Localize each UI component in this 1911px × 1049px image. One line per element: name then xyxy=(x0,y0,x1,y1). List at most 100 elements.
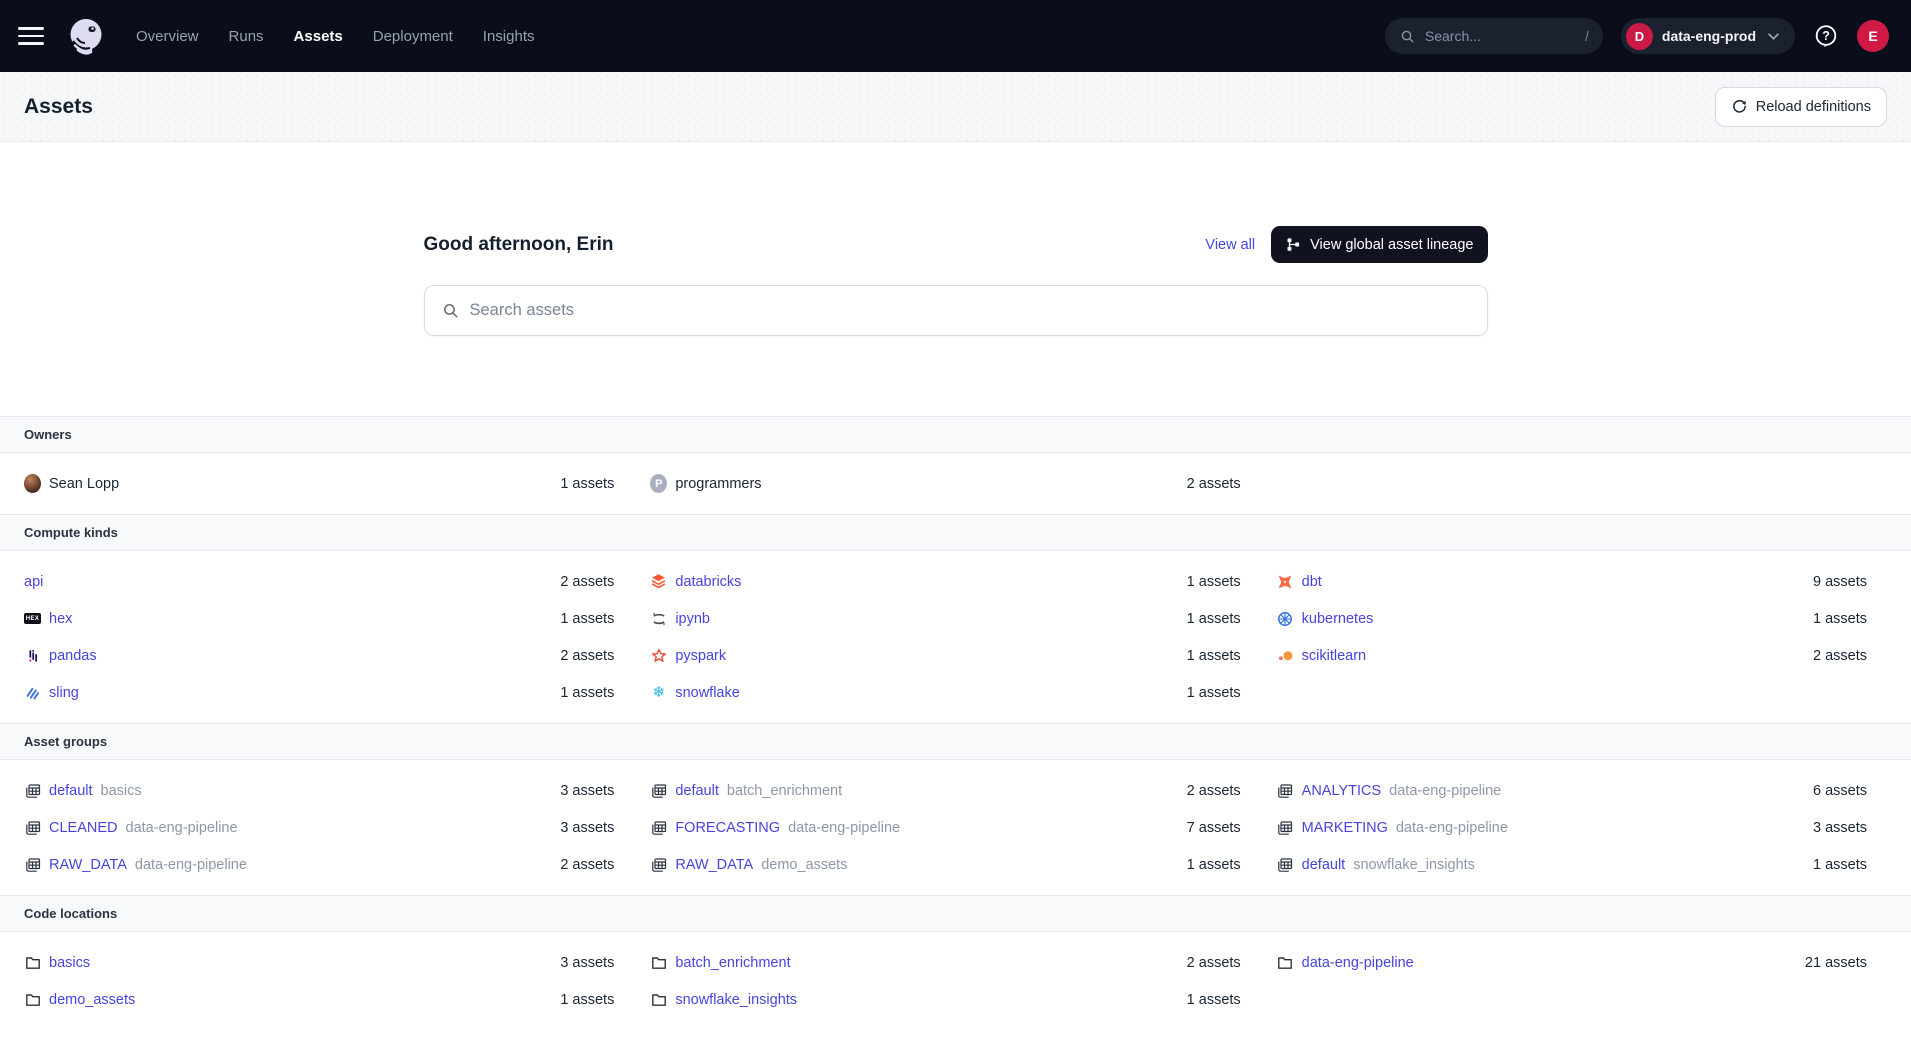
reload-definitions-button[interactable]: Reload definitions xyxy=(1714,86,1887,127)
item-label: databricks xyxy=(675,573,742,590)
item-label: MARKETING xyxy=(1301,819,1388,836)
global-search-placeholder: Search... xyxy=(1424,28,1481,44)
list-item: basics 3 assets xyxy=(24,944,614,981)
list-item: databricks 1 assets xyxy=(650,563,1241,600)
asset-filter-link-raw-data[interactable]: RAW_DATA data-eng-pipeline xyxy=(24,856,247,873)
nav-link-overview[interactable]: Overview xyxy=(136,27,199,45)
asset-filter-link-raw-data[interactable]: RAW_DATA demo_assets xyxy=(650,856,847,873)
asset-filter-link-sling[interactable]: sling xyxy=(24,684,79,701)
list-item: snowflake_insights 1 assets xyxy=(650,981,1241,1018)
asset-count: 1 assets xyxy=(1186,991,1241,1008)
asset-filter-link-pandas[interactable]: pandas xyxy=(24,647,97,664)
asset-filter-link-analytics[interactable]: ANALYTICS data-eng-pipeline xyxy=(1277,782,1501,799)
asset-filter-link-dbt[interactable]: dbt xyxy=(1277,573,1322,590)
kubernetes-icon xyxy=(1277,610,1294,627)
asset-count: 1 assets xyxy=(1186,610,1241,627)
item-label: default xyxy=(675,782,719,799)
asset-filter-link-databricks[interactable]: databricks xyxy=(650,573,741,590)
help-icon[interactable]: ? xyxy=(1813,23,1839,49)
asset-count: 7 assets xyxy=(1186,819,1241,836)
item-label: pandas xyxy=(49,647,97,664)
asset-count: 2 assets xyxy=(560,647,615,664)
hamburger-menu-icon[interactable] xyxy=(18,27,44,45)
asset-count: 1 assets xyxy=(1812,856,1867,873)
asset-filter-link-kubernetes[interactable]: kubernetes xyxy=(1277,610,1374,627)
table-grid-icon xyxy=(24,819,41,836)
asset-filter-link-ipynb[interactable]: ipynb xyxy=(650,610,710,627)
asset-count: 1 assets xyxy=(1186,573,1241,590)
item-label: scikitlearn xyxy=(1301,647,1367,664)
nav-link-runs[interactable]: Runs xyxy=(228,27,264,45)
refresh-icon xyxy=(1731,98,1748,115)
asset-filter-link-pyspark[interactable]: pyspark xyxy=(650,647,726,664)
item-label: Sean Lopp xyxy=(49,475,120,492)
item-label: RAW_DATA xyxy=(49,856,127,873)
item-label: sling xyxy=(49,684,79,701)
team-badge-icon: P xyxy=(650,474,668,493)
list-item: FORECASTING data-eng-pipeline 7 assets xyxy=(650,809,1241,846)
view-global-asset-lineage-button[interactable]: View global asset lineage xyxy=(1271,226,1488,263)
table-grid-icon xyxy=(1277,819,1294,836)
nav-link-insights[interactable]: Insights xyxy=(482,27,535,45)
item-suffix: data-eng-pipeline xyxy=(125,819,238,836)
asset-filter-link-scikitlearn[interactable]: scikitlearn xyxy=(1277,647,1366,664)
table-grid-icon xyxy=(24,856,41,873)
asset-filter-link-batch-enrichment[interactable]: batch_enrichment xyxy=(650,954,791,971)
nav-link-deployment[interactable]: Deployment xyxy=(372,27,453,45)
folder-icon xyxy=(650,991,667,1008)
folder-icon xyxy=(24,954,41,971)
item-label: batch_enrichment xyxy=(675,954,791,971)
asset-filter-link-demo-assets[interactable]: demo_assets xyxy=(24,991,135,1008)
asset-filter-link-snowflake[interactable]: ❄ snowflake xyxy=(650,684,740,701)
asset-filter-link-forecasting[interactable]: FORECASTING data-eng-pipeline xyxy=(650,819,900,836)
scikitlearn-icon xyxy=(1277,647,1294,664)
dagster-logo-icon[interactable] xyxy=(64,14,108,58)
hero-section: Good afternoon, Erin View all View globa… xyxy=(423,226,1488,336)
deployment-name: data-eng-prod xyxy=(1661,28,1756,44)
asset-search-box xyxy=(423,285,1488,336)
list-item: default snowflake_insights 1 assets xyxy=(1277,846,1867,883)
asset-filter-link-default[interactable]: default batch_enrichment xyxy=(650,782,842,799)
asset-filter-link-api[interactable]: api xyxy=(24,574,43,590)
asset-search-input[interactable] xyxy=(469,301,1470,320)
asset-filter-link-default[interactable]: default basics xyxy=(24,782,142,799)
item-suffix: data-eng-pipeline xyxy=(134,856,247,873)
section-title-asset-groups: Asset groups xyxy=(0,723,1911,760)
global-search-input[interactable]: Search... / xyxy=(1384,18,1603,54)
page-header: Assets Reload definitions xyxy=(0,72,1911,142)
list-item: api 2 assets xyxy=(24,563,614,600)
user-avatar[interactable]: E xyxy=(1857,20,1889,52)
asset-filter-link-data-eng-pipeline[interactable]: data-eng-pipeline xyxy=(1277,954,1414,971)
reload-definitions-label: Reload definitions xyxy=(1755,98,1871,115)
section-title-compute-kinds: Compute kinds xyxy=(0,514,1911,551)
asset-filter-link-cleaned[interactable]: CLEANED data-eng-pipeline xyxy=(24,819,238,836)
asset-count: 1 assets xyxy=(1186,647,1241,664)
view-all-link[interactable]: View all xyxy=(1205,236,1256,253)
nav-link-assets[interactable]: Assets xyxy=(293,27,343,45)
item-label: demo_assets xyxy=(49,991,136,1008)
item-label: ipynb xyxy=(675,610,710,627)
folder-icon xyxy=(1277,954,1294,971)
item-label: snowflake_insights xyxy=(675,991,798,1008)
asset-count: 1 assets xyxy=(560,684,615,701)
asset-filter-link-default[interactable]: default snowflake_insights xyxy=(1277,856,1475,873)
asset-filter-link-marketing[interactable]: MARKETING data-eng-pipeline xyxy=(1277,819,1508,836)
item-label: kubernetes xyxy=(1301,610,1374,627)
ipynb-icon xyxy=(650,610,667,627)
folder-icon xyxy=(650,954,667,971)
item-label: default xyxy=(1301,856,1346,873)
asset-count: 21 assets xyxy=(1804,954,1867,971)
asset-filter-link-hex[interactable]: HEX hex xyxy=(24,610,72,627)
asset-filter-link-snowflake-insights[interactable]: snowflake_insights xyxy=(650,991,797,1008)
deployment-switcher[interactable]: D data-eng-prod xyxy=(1620,18,1795,54)
asset-count: 3 assets xyxy=(560,954,615,971)
item-label: basics xyxy=(49,954,91,971)
list-item: ipynb 1 assets xyxy=(650,600,1241,637)
table-grid-icon xyxy=(1277,856,1294,873)
dbt-icon xyxy=(1277,573,1294,590)
asset-filter-link-basics[interactable]: basics xyxy=(24,954,90,971)
table-grid-icon xyxy=(1277,782,1294,799)
